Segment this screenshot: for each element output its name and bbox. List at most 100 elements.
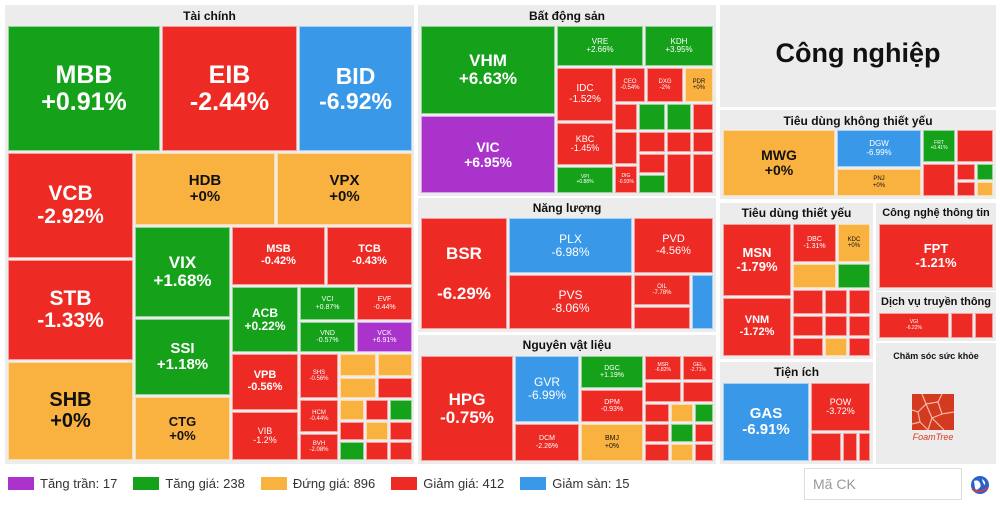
tile-kdc[interactable]: KDC +0%	[838, 224, 870, 262]
tile-tdty-small-11[interactable]	[849, 338, 870, 356]
tile-tdty-small-10[interactable]	[825, 338, 847, 356]
tile-bvh[interactable]: BVH -2.08%	[300, 434, 338, 460]
tile-nvl-small-10[interactable]	[671, 444, 693, 461]
tile-gas[interactable]: GAS -6.91%	[723, 383, 809, 461]
tile-small-5[interactable]	[340, 400, 364, 420]
tile-dvtt-small-2[interactable]	[975, 313, 993, 338]
tile-frt[interactable]: FRT +0.41%	[923, 130, 955, 162]
tile-bds-small-10[interactable]	[639, 175, 665, 193]
tile-tcb[interactable]: TCB -0.43%	[327, 227, 412, 285]
tile-nvl-small-7[interactable]	[671, 424, 693, 442]
tile-dgw[interactable]: DGW -6.99%	[837, 130, 921, 167]
tile-ti-small-1[interactable]	[811, 433, 841, 461]
tile-nvl-small-5[interactable]	[695, 404, 713, 422]
tile-acb[interactable]: ACB +0.22%	[232, 287, 298, 352]
tile-bds-small-4[interactable]	[693, 104, 713, 130]
tile-nvl-small-11[interactable]	[695, 444, 713, 461]
tile-dbc[interactable]: DBC -1.31%	[793, 224, 836, 262]
tile-bds-small-2[interactable]	[639, 104, 665, 130]
tile-bds-small-3[interactable]	[667, 104, 691, 130]
tile-tdkty-small-4[interactable]	[977, 164, 993, 180]
tile-small-8[interactable]	[340, 422, 364, 440]
tile-ceo[interactable]: CEO -0.54%	[615, 68, 645, 102]
tile-bsr[interactable]: BSR -6.29%	[421, 218, 507, 329]
tile-nvl-small-3[interactable]	[645, 404, 669, 422]
tile-msr[interactable]: MSR -6.82%	[645, 356, 681, 380]
stock-code-search-input[interactable]	[804, 468, 962, 500]
tile-dvtt-small-1[interactable]	[951, 313, 973, 338]
tile-nvl-small-1[interactable]	[645, 382, 681, 402]
tile-vnd[interactable]: VND -0.57%	[300, 322, 355, 352]
tile-bds-small-12[interactable]	[693, 154, 713, 193]
tile-ti-small-3[interactable]	[859, 433, 870, 461]
tile-msn[interactable]: MSN -1.79%	[723, 224, 791, 296]
tile-stb[interactable]: STB -1.33%	[8, 260, 133, 360]
tile-tdkty-small-2[interactable]	[923, 164, 955, 196]
tile-ctg[interactable]: CTG +0%	[135, 397, 230, 460]
tile-bds-small-6[interactable]	[639, 132, 665, 152]
legend-tang-gia[interactable]: Tăng giá: 238	[133, 476, 245, 491]
tile-msb[interactable]: MSB -0.42%	[232, 227, 325, 285]
tile-kbc[interactable]: KBC -1.45%	[557, 123, 613, 165]
tile-shs[interactable]: SHS -0.56%	[300, 354, 338, 398]
tile-dcm[interactable]: DCM -2.26%	[515, 424, 579, 461]
tile-bmj[interactable]: BMJ +0%	[581, 424, 643, 461]
tile-tdkty-small-5[interactable]	[957, 182, 975, 196]
tile-mwg[interactable]: MWG +0%	[723, 130, 835, 196]
tile-vre[interactable]: VRE +2.66%	[557, 26, 643, 66]
tile-vci[interactable]: VCI +0.87%	[300, 287, 355, 320]
tile-fpt[interactable]: FPT -1.21%	[879, 224, 993, 288]
tile-hcm[interactable]: HCM -0.44%	[300, 400, 338, 432]
tile-vpx[interactable]: VPX +0%	[277, 153, 412, 225]
tile-nl-small-2[interactable]	[634, 307, 690, 329]
tile-gvr[interactable]: GVR -6.99%	[515, 356, 579, 422]
tile-bds-small-9[interactable]	[639, 154, 665, 173]
tile-eib[interactable]: EIB -2.44%	[162, 26, 297, 151]
tile-mbb[interactable]: MBB +0.91%	[8, 26, 160, 151]
globe-icon[interactable]	[970, 475, 990, 495]
tile-nvl-small-4[interactable]	[671, 404, 693, 422]
tile-small-9[interactable]	[366, 422, 388, 440]
tile-dpm[interactable]: DPM -0.93%	[581, 390, 643, 422]
tile-tdty-small-4[interactable]	[825, 290, 847, 314]
tile-idc[interactable]: IDC -1.52%	[557, 68, 613, 121]
tile-tdty-small-3[interactable]	[793, 290, 823, 314]
tile-vib[interactable]: VIB -1.2%	[232, 412, 298, 460]
tile-tdty-small-9[interactable]	[793, 338, 823, 356]
tile-nvl-small-9[interactable]	[645, 444, 669, 461]
tile-vhm[interactable]: VHM +6.63%	[421, 26, 555, 114]
tile-gel[interactable]: GEL -2.71%	[683, 356, 713, 380]
tile-bds-small-8[interactable]	[693, 132, 713, 152]
tile-vic[interactable]: VIC +6.95%	[421, 116, 555, 193]
tile-small-13[interactable]	[390, 442, 412, 460]
tile-small-10[interactable]	[390, 422, 412, 440]
tile-small-7[interactable]	[390, 400, 412, 420]
tile-tdkty-small-1[interactable]	[957, 130, 993, 162]
tile-nl-small-1[interactable]	[692, 275, 713, 329]
tile-small-12[interactable]	[366, 442, 388, 460]
tile-kdh[interactable]: KDH +3.95%	[645, 26, 713, 66]
tile-tdty-small-6[interactable]	[793, 316, 823, 336]
tile-vpi[interactable]: VPI +0.88%	[557, 167, 613, 193]
tile-small-3[interactable]	[340, 378, 376, 398]
tile-pnj[interactable]: PNJ +0%	[837, 169, 921, 196]
tile-bid[interactable]: BID -6.92%	[299, 26, 412, 151]
tile-nvl-small-2[interactable]	[683, 382, 713, 402]
tile-pow[interactable]: POW -3.72%	[811, 383, 870, 431]
tile-pdr[interactable]: PDR +0%	[685, 68, 713, 102]
tile-pvs[interactable]: PVS -8.06%	[509, 275, 632, 329]
tile-vpb[interactable]: VPB -0.56%	[232, 354, 298, 410]
tile-plx[interactable]: PLX -6.98%	[509, 218, 632, 273]
tile-tdty-small-5[interactable]	[849, 290, 870, 314]
tile-ssi[interactable]: SSI +1.18%	[135, 319, 230, 395]
legend-giam-gia[interactable]: Giảm giá: 412	[391, 476, 504, 491]
tile-vnm[interactable]: VNM -1.72%	[723, 298, 791, 356]
tile-small-2[interactable]	[378, 354, 412, 376]
tile-ti-small-2[interactable]	[843, 433, 857, 461]
tile-hpg[interactable]: HPG -0.75%	[421, 356, 513, 461]
tile-tdty-small-2[interactable]	[838, 264, 870, 288]
tile-nvl-small-8[interactable]	[695, 424, 713, 442]
tile-tdty-small-7[interactable]	[825, 316, 847, 336]
tile-vix[interactable]: VIX +1.68%	[135, 227, 230, 317]
legend-tang-tran[interactable]: Tăng trần: 17	[8, 476, 117, 491]
